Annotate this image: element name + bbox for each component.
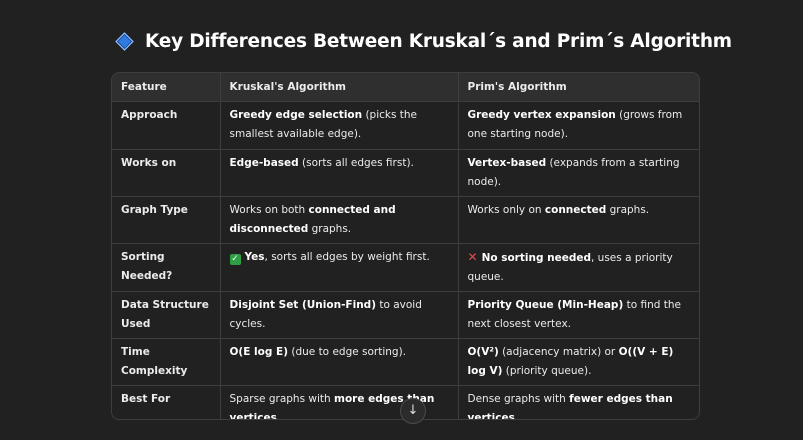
cell-text: graphs. xyxy=(606,204,650,216)
bold-text: connected xyxy=(308,204,370,216)
prim-cell: Vertex-based (expands from a starting no… xyxy=(458,149,699,197)
bold-text: No sorting needed xyxy=(481,252,591,264)
header-kruskal: Kruskal's Algorithm xyxy=(220,73,459,102)
bold-text: Edge-based xyxy=(229,157,299,169)
table-row: Graph Type Works on both connected and d… xyxy=(112,196,699,244)
cell-text: to find the next closest vertex. xyxy=(467,299,681,330)
cell-text: Works only on xyxy=(467,204,545,216)
blue-diamond-icon xyxy=(115,32,134,51)
heading-text: Key Differences Between Kruskal´s and Pr… xyxy=(145,31,732,52)
cell-text: Sparse graphs with xyxy=(229,393,335,405)
cell-text: . xyxy=(514,412,519,420)
bold-text: connected xyxy=(544,204,607,216)
prim-cell: Priority Queue (Min-Heap) to find the ne… xyxy=(458,291,699,339)
bold-text: Vertex-based xyxy=(467,157,547,169)
cell-text: (sorts all edges first). xyxy=(298,157,414,169)
bold-text: O(E log E) xyxy=(229,346,289,358)
table-header-row: Feature Kruskal's Algorithm Prim's Algor… xyxy=(112,73,699,102)
feature-cell: Works on xyxy=(112,149,221,197)
table-row: Best For Sparse graphs with more edges t… xyxy=(112,385,699,420)
prim-cell: Dense graphs with fewer edges than verti… xyxy=(458,386,699,420)
bold-text: Greedy vertex expansion xyxy=(467,109,616,121)
bold-text: Greedy edge selection xyxy=(229,109,363,121)
feature-cell: Graph Type xyxy=(112,196,221,244)
table-row: Works on Edge-based (sorts all edges fir… xyxy=(112,149,699,197)
bold-text: O(V²) xyxy=(467,346,499,358)
feature-cell: Approach xyxy=(112,101,221,150)
table-row: Data Structure Used Disjoint Set (Union-… xyxy=(112,291,699,339)
feature-cell: Best For xyxy=(112,385,221,419)
cell-text: (expands from a starting node). xyxy=(467,157,680,188)
section-heading: Key Differences Between Kruskal´s and Pr… xyxy=(115,31,732,52)
bold-text: and xyxy=(369,204,396,216)
kruskal-cell: Works on both connected and disconnected… xyxy=(220,196,459,244)
cell-text: Dense graphs with xyxy=(467,393,570,405)
cell-text: (priority queue). xyxy=(502,365,592,377)
green-check-icon: ✓ xyxy=(229,254,241,265)
feature-cell: Time Complexity xyxy=(112,338,221,386)
cell-text: (picks the smallest available edge). xyxy=(229,109,418,140)
cell-text: , sorts all edges by weight first. xyxy=(264,251,430,263)
cell-text: . xyxy=(276,412,281,420)
cell-text: to avoid cycles. xyxy=(229,299,422,330)
bold-text: fewer edges than vertices xyxy=(467,393,673,420)
cell-text: , uses a priority queue. xyxy=(467,252,673,283)
bold-text: Yes xyxy=(244,251,265,263)
cell-text: (adjacency matrix) or xyxy=(498,346,619,358)
kruskal-cell: Greedy edge selection (picks the smalles… xyxy=(220,101,459,150)
feature-cell: Data Structure Used xyxy=(112,291,221,339)
kruskal-cell: O(E log E) (due to edge sorting). xyxy=(220,338,459,386)
kruskal-cell: Disjoint Set (Union-Find) to avoid cycle… xyxy=(220,291,459,339)
prim-cell: ✕ No sorting needed, uses a priority queu… xyxy=(458,243,699,292)
header-prim: Prim's Algorithm xyxy=(458,73,699,102)
cell-text: graphs. xyxy=(308,223,352,235)
red-x-icon: ✕ xyxy=(467,250,478,264)
prim-cell: Works only on connected graphs. xyxy=(458,196,699,244)
bold-text: disconnected xyxy=(229,223,309,235)
table-row: Approach Greedy edge selection (picks th… xyxy=(112,101,699,150)
comparison-table: Feature Kruskal's Algorithm Prim's Algor… xyxy=(111,72,700,420)
cell-text: Works on both xyxy=(229,204,309,216)
bold-text: O((V + E) log V) xyxy=(467,346,674,377)
table-row: Time Complexity O(E log E) (due to edge … xyxy=(112,338,699,386)
cell-text: (due to edge sorting). xyxy=(288,346,407,358)
table-row: Sorting Needed? ✓ Yes, sorts all edges by… xyxy=(112,243,699,292)
arrow-down-icon: ↓ xyxy=(407,403,419,418)
feature-cell: Sorting Needed? xyxy=(112,243,221,292)
bold-text: Priority Queue (Min-Heap) xyxy=(467,299,624,311)
kruskal-cell: Edge-based (sorts all edges first). xyxy=(220,149,459,197)
cell-text: (grows from one starting node). xyxy=(467,109,683,140)
prim-cell: O(V²) (adjacency matrix) or O((V + E) lo… xyxy=(458,338,699,386)
bold-text: Disjoint Set (Union-Find) xyxy=(229,299,377,311)
scroll-down-button[interactable]: ↓ xyxy=(400,398,426,424)
header-feature: Feature xyxy=(112,73,221,102)
prim-cell: Greedy vertex expansion (grows from one … xyxy=(458,101,699,150)
kruskal-cell: ✓ Yes, sorts all edges by weight first. xyxy=(220,243,459,292)
